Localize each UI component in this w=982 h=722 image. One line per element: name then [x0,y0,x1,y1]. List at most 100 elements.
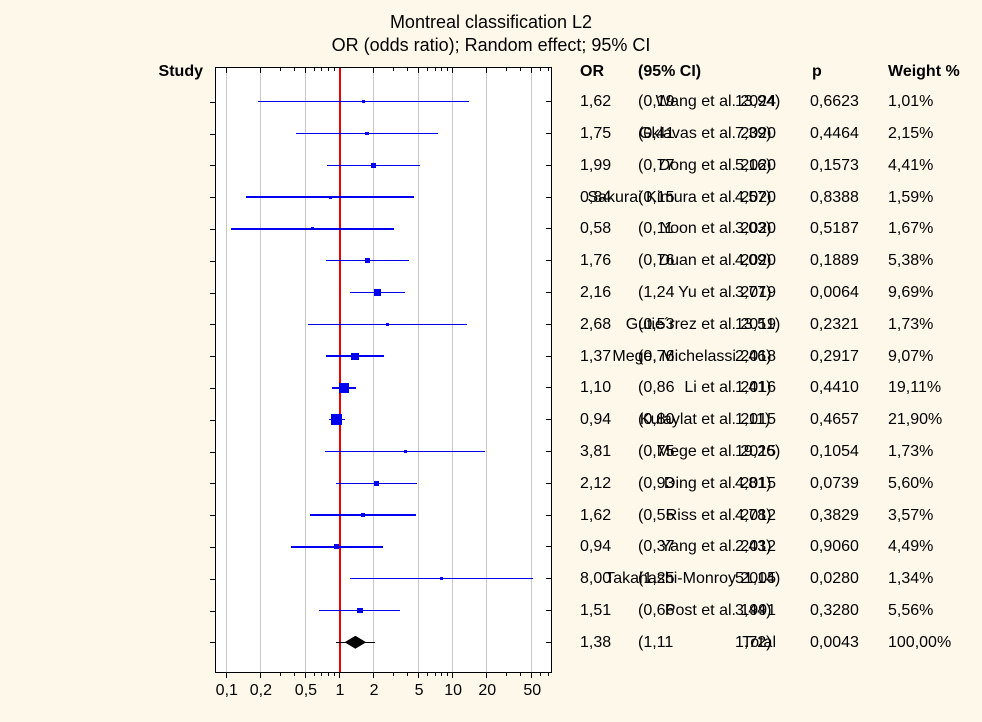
row-tick-left [209,451,215,453]
ci-high-value: 1,72) [735,633,772,651]
ci-low-value: (0,19 [638,93,675,111]
axis-tick-top [225,67,227,73]
axis-tick-bottom [531,673,533,678]
row-tick-left [209,483,215,485]
axis-tick-top [304,67,306,73]
axis-tick-bottom [328,673,330,676]
row-tick-left [209,546,215,548]
x-axis-tick-label: 5 [414,682,424,699]
study-label: Riss et al. 2012 [665,506,776,524]
row-tick-right [545,228,551,230]
axis-tick-bottom [427,673,429,676]
ci-high-value: 4,57) [735,188,772,206]
weight-value: 1,59% [888,188,934,206]
or-point-marker [373,288,381,297]
x-axis-tick-label: 1 [335,682,345,699]
or-value: 8,00 [580,570,612,588]
study-label: Gklavas et al. 2020 [639,125,776,142]
p-value: 0,0739 [810,474,859,492]
or-value: 2,12 [580,474,612,492]
or-point-marker [330,414,342,426]
or-value: 2,68 [580,315,612,333]
row-tick-right [545,164,551,166]
axis-tick-bottom [333,673,335,676]
row-tick-right [545,387,551,389]
or-value: 3,81 [580,443,612,460]
ci-high-value: 3,03) [735,220,772,238]
or-value: 0,58 [580,220,612,238]
row-tick-right [545,355,551,357]
axis-tick-top [452,67,454,73]
ci-low-value: (0,86 [638,379,675,397]
total-label: Total [742,633,776,651]
p-value: 0,1889 [810,252,859,270]
weight-value: 4,41% [888,156,934,174]
row-tick-right [545,451,551,452]
axis-tick-top [531,67,533,73]
or-value: 1,62 [580,93,612,111]
gridline [531,67,533,672]
ci-high-value: 2,46) [735,347,772,365]
axis-tick-top [373,67,375,73]
weight-value: 5,60% [888,474,934,492]
gridline [225,67,227,672]
p-value: 0,2917 [810,347,859,365]
axis-tick-top [520,67,522,71]
plot-area [214,66,552,678]
study-label: Gutie´rrez et al. 2019 [625,315,776,333]
row-tick-left [209,197,215,199]
study-label: Yang et al. 2012 [660,538,776,556]
row-tick-right [545,323,551,325]
ci-high-value: 4,78) [735,506,772,524]
or-point-marker [311,227,315,231]
row-tick-right [545,419,551,421]
or-point-marker [373,480,380,487]
p-value: 0,0043 [810,633,859,651]
ci-low-value: (0,76 [638,347,675,365]
row-tick-right [545,133,551,134]
row-tick-right [545,482,551,484]
weight-value: 21,90% [888,411,943,429]
axis-tick-top [427,67,429,71]
row-tick-right [545,101,551,103]
or-value: 0,84 [580,188,612,206]
axis-tick-top [407,67,409,71]
axis-tick-bottom [407,673,409,676]
reference-line [338,67,341,672]
study-label: Yu et al. 2019 [678,284,776,301]
row-tick-left [209,165,215,167]
axis-tick-bottom [520,673,522,676]
study-label: Wang et al. 2024 [655,93,776,111]
or-value: 2,16 [580,284,612,301]
weight-value: 9,07% [888,347,934,365]
row-tick-right [545,260,551,262]
axis-tick-top [393,67,394,71]
axis-tick-bottom [373,673,375,678]
axis-tick-bottom [486,673,488,678]
or-point-marker [361,100,365,104]
gridline [486,67,488,672]
column-header-study: Study [158,63,203,80]
p-value: 0,3829 [810,506,859,524]
ci-low-value: (1,25 [638,570,675,588]
ci-low-value: (1,24 [638,284,675,301]
weight-value: 5,38% [888,252,934,270]
row-tick-left [209,324,215,326]
or-value: 1,51 [580,602,612,619]
ci-low-value: (0,76 [638,252,675,270]
ci-low-value: (1,11 [638,633,674,651]
axis-tick-bottom [304,673,306,678]
axis-tick-bottom [441,673,443,676]
ci-high-value: 3,77) [735,284,772,301]
weight-value: 1,67% [888,220,934,238]
weight-value: 4,49% [888,538,934,556]
axis-tick-top [441,67,443,71]
gridline [259,67,261,672]
weight-value: 3,57% [888,506,934,524]
row-tick-left [209,133,215,135]
or-point-marker [333,544,339,550]
or-point-marker [339,382,350,394]
ci-low-value: (0,41 [638,125,675,142]
ci-high-value: 1,11) [735,411,771,429]
row-tick-right [545,514,551,516]
